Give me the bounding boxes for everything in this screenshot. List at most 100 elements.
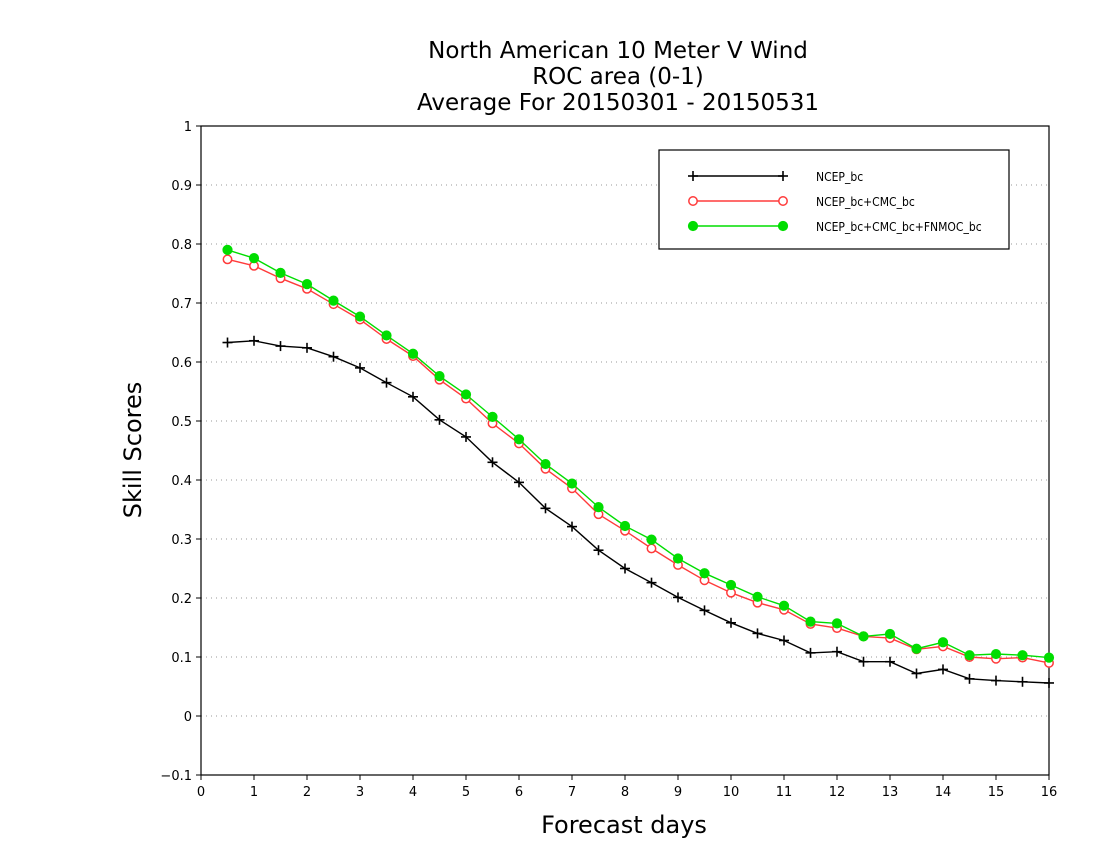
data-point — [222, 254, 233, 265]
data-point — [938, 664, 948, 675]
data-point — [275, 341, 286, 352]
data-point — [1044, 677, 1054, 688]
series-NCEP_bc+CMC_bc — [222, 254, 1054, 668]
legend-label: NCEP_bc+CMC_bc — [816, 195, 915, 209]
grid-lines — [201, 184, 1049, 717]
legend-entry: NCEP_bc+CMC_bc — [688, 195, 915, 209]
legend-marker — [778, 171, 788, 181]
x-tick-label: 13 — [882, 785, 899, 800]
y-axis-title: Skill Scores — [119, 382, 147, 519]
data-point — [566, 478, 578, 489]
data-point — [302, 342, 312, 353]
data-point — [1017, 676, 1028, 687]
legend-label: NCEP_bc+CMC_bc+FNMOC_bc — [816, 220, 982, 234]
data-point — [460, 389, 472, 400]
series-NCEP_bc+CMC_bc+FNMOC_bc — [222, 244, 1055, 663]
data-point — [514, 477, 524, 488]
data-point — [726, 617, 736, 628]
y-axis: −0.1 0 0.1 0.2 0.3 0.4 0.5 0.6 0.7 0.8 0.9 1 — [160, 120, 201, 784]
y-tick-label: −0.1 — [160, 769, 192, 784]
x-tick-label: 10 — [723, 785, 740, 800]
data-point — [487, 457, 498, 468]
data-point — [805, 647, 816, 658]
x-axis: 0 1 2 3 4 5 6 7 8 9 10 11 12 13 14 15 16 — [197, 775, 1057, 800]
legend-entry: NCEP_bc — [688, 170, 863, 184]
data-point — [434, 371, 445, 382]
x-tick-label: 1 — [250, 785, 258, 800]
data-point — [222, 244, 233, 255]
data-point — [487, 411, 498, 422]
y-tick-label: 0.2 — [171, 592, 192, 607]
data-point — [858, 656, 869, 667]
data-point — [275, 267, 286, 279]
legend-marker — [688, 171, 698, 181]
y-tick-label: 1 — [184, 120, 192, 135]
data-point — [249, 335, 259, 346]
data-point — [646, 577, 657, 588]
data-point — [567, 521, 577, 532]
data-point — [884, 628, 896, 640]
chart-title-line-3: Average For 20150301 - 20150531 — [417, 90, 819, 116]
x-tick-label: 16 — [1041, 785, 1058, 800]
data-point — [593, 502, 604, 513]
legend-marker — [778, 196, 788, 206]
data-point — [699, 568, 710, 579]
y-tick-label: 0.4 — [171, 474, 192, 489]
data-point — [831, 618, 843, 629]
data-point — [937, 637, 949, 648]
legend-marker — [688, 196, 698, 206]
series-line — [227, 249, 1050, 659]
data-point — [752, 591, 763, 602]
x-tick-label: 2 — [303, 785, 311, 800]
data-point — [699, 605, 710, 616]
x-tick-label: 3 — [356, 785, 364, 800]
data-point — [885, 656, 895, 667]
data-point — [673, 592, 683, 603]
y-tick-label: 0.6 — [171, 356, 192, 371]
data-point — [832, 646, 842, 657]
data-point — [328, 351, 339, 362]
legend-label: NCEP_bc — [816, 170, 863, 184]
series-line — [227, 340, 1050, 684]
data-point — [408, 391, 418, 402]
x-tick-label: 11 — [776, 785, 793, 800]
data-point — [646, 534, 657, 545]
series-NCEP_bc — [222, 335, 1054, 688]
y-tick-label: 0.9 — [171, 179, 192, 194]
data-point — [858, 631, 869, 642]
x-tick-label: 0 — [197, 785, 205, 800]
series-line — [227, 258, 1050, 664]
data-point — [725, 579, 737, 591]
data-point — [540, 458, 551, 470]
data-point — [964, 650, 975, 661]
data-point — [354, 311, 366, 322]
data-point — [434, 414, 445, 425]
data-point — [778, 600, 790, 611]
x-tick-label: 12 — [829, 785, 846, 800]
x-axis-title: Forecast days — [541, 811, 707, 839]
series-layer — [222, 244, 1055, 688]
data-point — [964, 673, 975, 684]
data-point — [991, 675, 1001, 686]
data-point — [461, 431, 471, 442]
data-point — [1043, 652, 1055, 663]
x-tick-label: 4 — [409, 785, 417, 800]
data-point — [248, 253, 260, 264]
data-point — [619, 520, 631, 532]
legend-items: NCEP_bc NCEP_bc+CMC_bc NCEP_bc+CMC_bc+FNMO… — [687, 170, 982, 234]
x-tick-label: 14 — [935, 785, 952, 800]
legend-box — [658, 149, 1010, 250]
legend: NCEP_bc NCEP_bc+CMC_bc NCEP_bc+CMC_bc+FNMO… — [658, 149, 1010, 250]
x-tick-label: 5 — [462, 785, 470, 800]
data-point — [301, 279, 313, 290]
data-point — [355, 362, 365, 373]
data-point — [1017, 650, 1028, 661]
x-tick-label: 9 — [674, 785, 682, 800]
data-point — [513, 434, 525, 445]
data-point — [911, 668, 922, 679]
data-point — [593, 545, 604, 556]
data-point — [222, 337, 233, 348]
y-tick-label: 0.7 — [171, 297, 192, 312]
data-point — [911, 643, 922, 654]
